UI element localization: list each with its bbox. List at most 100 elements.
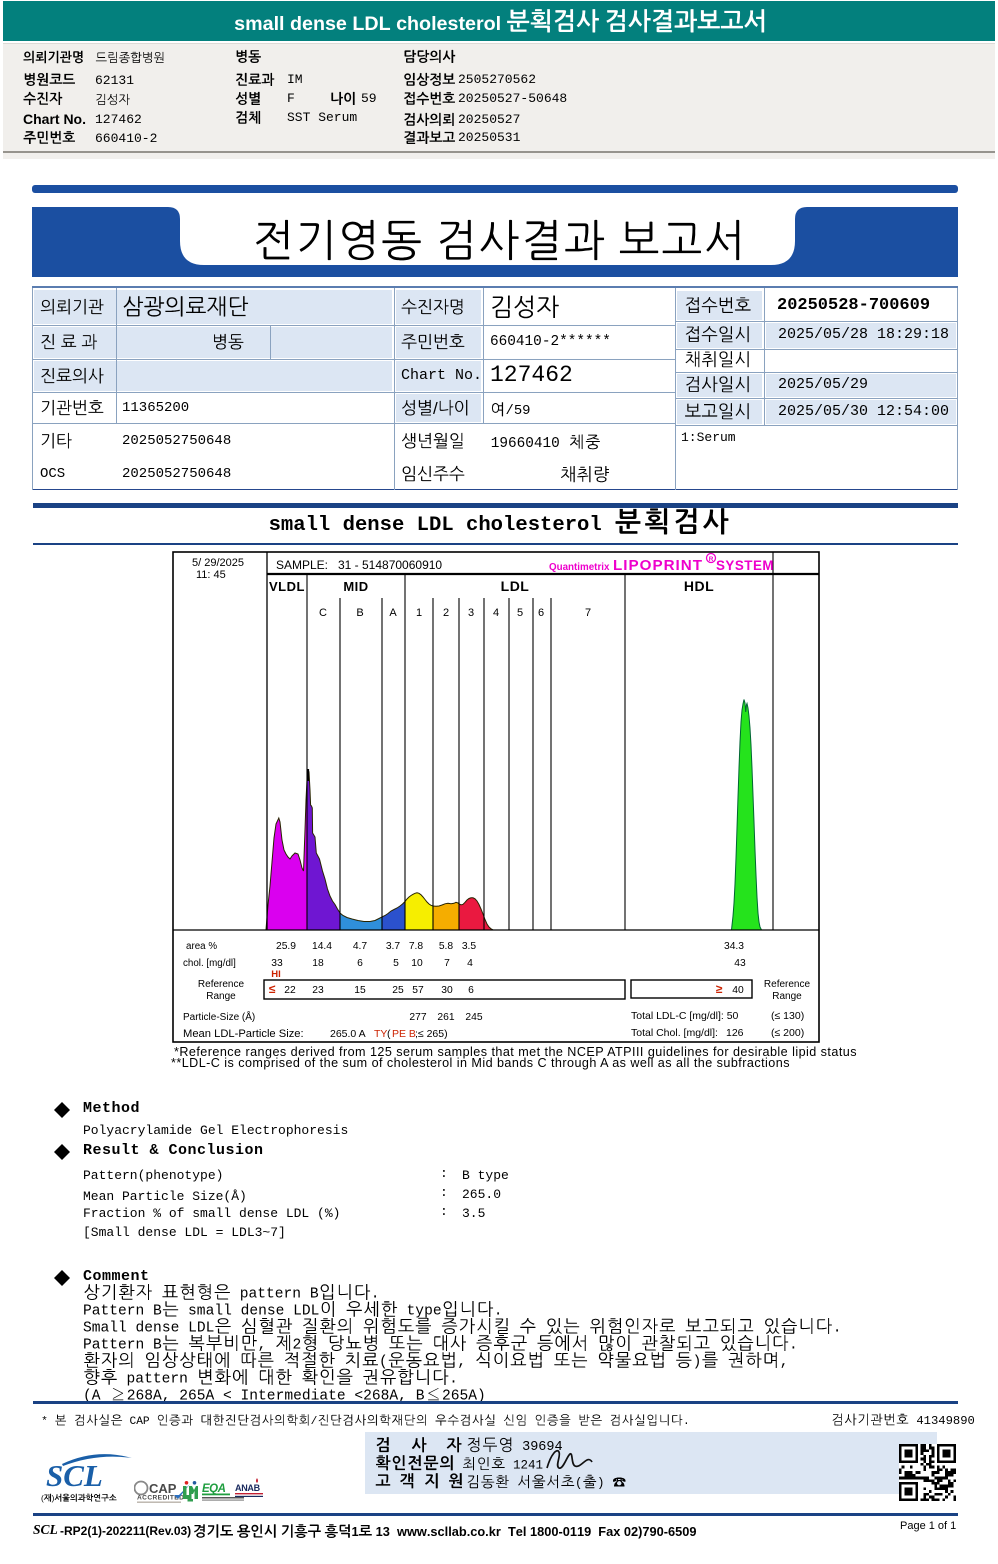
svg-text:265A): 265A) bbox=[442, 1388, 486, 1404]
svg-text:,: , bbox=[780, 1354, 789, 1370]
svg-text:7: 7 bbox=[444, 958, 450, 969]
svg-text:5: 5 bbox=[393, 958, 399, 969]
svg-text:Particle-Size (Å): Particle-Size (Å) bbox=[183, 1010, 255, 1023]
svg-text:/: / bbox=[311, 1416, 318, 1428]
svg-text:(A: (A bbox=[83, 1388, 109, 1404]
svg-text:SAMPLE:: SAMPLE: bbox=[276, 558, 328, 572]
svg-text:1: 1 bbox=[416, 607, 422, 619]
svg-text:Total LDL-C [mg/dl]: 50: Total LDL-C [mg/dl]: 50 bbox=[631, 1010, 739, 1022]
svg-text:ANAB: ANAB bbox=[235, 1483, 261, 1493]
svg-text:chol. [mg/dl]: chol. [mg/dl] bbox=[183, 958, 236, 969]
svg-text:Mean Particle Size(Å): Mean Particle Size(Å) bbox=[83, 1189, 247, 1204]
svg-text:pattern B: pattern B bbox=[231, 1286, 319, 1302]
svg-text:3.7: 3.7 bbox=[386, 941, 401, 952]
svg-text:ACCREDITED: ACCREDITED bbox=[137, 1495, 184, 1502]
svg-text:245: 245 bbox=[465, 1012, 482, 1023]
svg-text:SYSTEM: SYSTEM bbox=[716, 558, 774, 573]
svg-text:(: ( bbox=[387, 1028, 391, 1040]
svg-text:EQA: EQA bbox=[202, 1483, 226, 1495]
svg-text:261: 261 bbox=[437, 1012, 454, 1023]
svg-text:19660410: 19660410 bbox=[491, 436, 569, 452]
svg-text:LIPOPRINT: LIPOPRINT bbox=[613, 557, 703, 574]
svg-text:/: / bbox=[433, 399, 438, 418]
svg-text:,: , bbox=[258, 1337, 276, 1353]
svg-text:5: 5 bbox=[517, 607, 523, 619]
svg-text:Pattern B: Pattern B bbox=[83, 1337, 162, 1353]
svg-text:23: 23 bbox=[312, 985, 324, 996]
svg-text:(: ( bbox=[575, 1476, 583, 1490]
svg-text:B: B bbox=[356, 607, 363, 619]
svg-text:4.7: 4.7 bbox=[353, 941, 368, 952]
svg-text:type: type bbox=[398, 1303, 442, 1319]
svg-text:3: 3 bbox=[468, 607, 474, 619]
svg-text:): ) bbox=[52, 1493, 55, 1503]
svg-text:25.9: 25.9 bbox=[276, 941, 296, 952]
svg-text:6: 6 bbox=[468, 985, 474, 996]
svg-text:small dense LDL cholesterol: small dense LDL cholesterol bbox=[269, 514, 615, 537]
svg-text:(: ( bbox=[379, 1354, 388, 1370]
svg-text:A: A bbox=[389, 607, 397, 619]
svg-text:39694: 39694 bbox=[514, 1440, 563, 1455]
svg-text:57: 57 bbox=[412, 985, 424, 996]
svg-text:): ) bbox=[597, 1476, 612, 1490]
svg-text:R: R bbox=[709, 556, 714, 563]
svg-text:.: . bbox=[449, 1371, 458, 1387]
svg-text:14.4: 14.4 bbox=[312, 941, 332, 952]
svg-text:18: 18 bbox=[312, 958, 324, 969]
svg-text:PE B: PE B bbox=[392, 1028, 416, 1040]
svg-text:5/ 29/2025: 5/ 29/2025 bbox=[192, 557, 244, 569]
svg-text:C: C bbox=[319, 607, 327, 619]
svg-text:30: 30 bbox=[441, 985, 453, 996]
svg-text:10: 10 bbox=[411, 958, 423, 969]
svg-text:small dense LDL: small dense LDL bbox=[179, 1303, 319, 1319]
svg-text:.: . bbox=[371, 1286, 380, 1302]
svg-text:;≤ 265): ;≤ 265) bbox=[415, 1028, 448, 1040]
svg-text:Reference: Reference bbox=[198, 979, 245, 990]
svg-text:.: . bbox=[833, 1320, 842, 1336]
svg-text:7.8: 7.8 bbox=[409, 941, 424, 952]
svg-text:34.3: 34.3 bbox=[724, 941, 744, 952]
svg-text:Small dense LDL: Small dense LDL bbox=[83, 1320, 214, 1336]
svg-text:22: 22 bbox=[284, 985, 296, 996]
svg-text:11: 45: 11: 45 bbox=[196, 569, 226, 581]
svg-text:HDL: HDL bbox=[684, 578, 714, 594]
svg-text:HI: HI bbox=[271, 969, 281, 980]
svg-text:33: 33 bbox=[271, 958, 283, 969]
svg-text:(: ( bbox=[41, 1493, 44, 1503]
svg-text:25: 25 bbox=[392, 985, 404, 996]
svg-text:/59: /59 bbox=[506, 403, 531, 419]
svg-text:MID: MID bbox=[343, 579, 368, 594]
svg-text:CAP: CAP bbox=[149, 1481, 177, 1496]
svg-text:SCL: SCL bbox=[46, 1458, 103, 1492]
svg-text:TY: TY bbox=[374, 1028, 387, 1040]
svg-text:4: 4 bbox=[467, 958, 473, 969]
svg-text:3.5: 3.5 bbox=[462, 941, 477, 952]
svg-text:): ) bbox=[693, 1354, 702, 1370]
svg-text:2: 2 bbox=[443, 607, 449, 619]
svg-text:Mean LDL-Particle Size:: Mean LDL-Particle Size: bbox=[183, 1028, 304, 1040]
svg-text:4: 4 bbox=[493, 607, 499, 619]
svg-text:277: 277 bbox=[409, 1012, 426, 1023]
svg-text:Pattern B: Pattern B bbox=[83, 1303, 162, 1319]
svg-text:40: 40 bbox=[732, 985, 744, 996]
svg-text:15: 15 bbox=[354, 985, 366, 996]
svg-text:≥: ≥ bbox=[716, 982, 723, 996]
svg-text:VLDL: VLDL bbox=[269, 579, 305, 594]
svg-text:*: * bbox=[41, 1416, 54, 1428]
svg-text:CAP: CAP bbox=[123, 1416, 157, 1428]
svg-text:.: . bbox=[789, 1337, 798, 1353]
svg-text:small dense LDL cholesterol: small dense LDL cholesterol bbox=[234, 13, 506, 35]
svg-text:(≤ 200): (≤ 200) bbox=[771, 1027, 804, 1039]
svg-text:(≤ 130): (≤ 130) bbox=[771, 1010, 804, 1022]
svg-text:1: 1 bbox=[352, 1524, 359, 1539]
svg-text:,: , bbox=[457, 1354, 475, 1370]
svg-text:126: 126 bbox=[726, 1027, 744, 1039]
svg-text:LDL: LDL bbox=[501, 578, 530, 594]
svg-text:.: . bbox=[494, 1303, 503, 1319]
svg-text:7: 7 bbox=[585, 607, 591, 619]
svg-text:6: 6 bbox=[357, 958, 363, 969]
svg-text:.: . bbox=[683, 1416, 690, 1428]
svg-text:≤: ≤ bbox=[269, 982, 276, 996]
svg-text:43: 43 bbox=[734, 958, 746, 969]
svg-text:6: 6 bbox=[538, 607, 544, 619]
